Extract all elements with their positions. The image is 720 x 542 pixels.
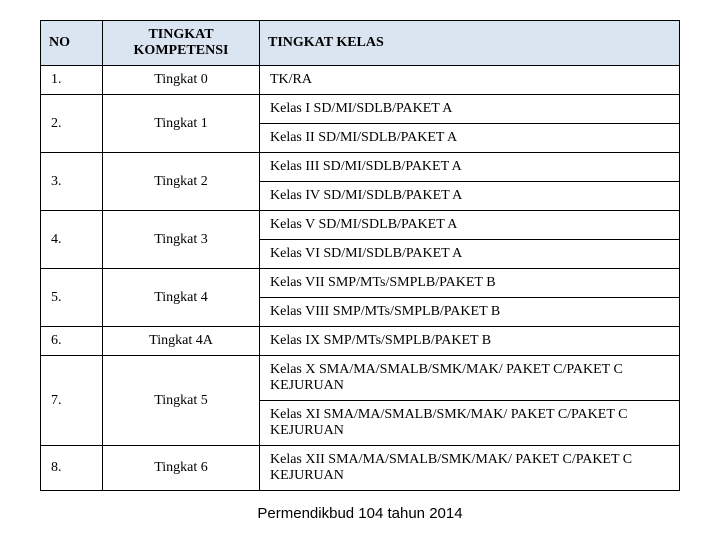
cell-no: 2. bbox=[41, 95, 103, 153]
cell-kompetensi: Tingkat 2 bbox=[103, 153, 260, 211]
col-header-no: NO bbox=[41, 21, 103, 66]
cell-no: 3. bbox=[41, 153, 103, 211]
cell-kelas: TK/RA bbox=[260, 66, 680, 95]
cell-kompetensi: Tingkat 6 bbox=[103, 446, 260, 491]
cell-kelas: Kelas II SD/MI/SDLB/PAKET A bbox=[260, 124, 680, 153]
cell-kompetensi: Tingkat 4A bbox=[103, 327, 260, 356]
table-row: 7.Tingkat 5Kelas X SMA/MA/SMALB/SMK/MAK/… bbox=[41, 356, 680, 401]
table-row: 3.Tingkat 2Kelas III SD/MI/SDLB/PAKET A bbox=[41, 153, 680, 182]
cell-no: 7. bbox=[41, 356, 103, 446]
table-row: 5.Tingkat 4Kelas VII SMP/MTs/SMPLB/PAKET… bbox=[41, 269, 680, 298]
table-body: 1.Tingkat 0TK/RA2.Tingkat 1Kelas I SD/MI… bbox=[41, 66, 680, 491]
cell-kelas: Kelas IV SD/MI/SDLB/PAKET A bbox=[260, 182, 680, 211]
cell-kelas: Kelas III SD/MI/SDLB/PAKET A bbox=[260, 153, 680, 182]
cell-kelas: Kelas VI SD/MI/SDLB/PAKET A bbox=[260, 240, 680, 269]
table-row: 6.Tingkat 4AKelas IX SMP/MTs/SMPLB/PAKET… bbox=[41, 327, 680, 356]
cell-kelas: Kelas IX SMP/MTs/SMPLB/PAKET B bbox=[260, 327, 680, 356]
table-header-row: NO TINGKAT KOMPETENSI TINGKAT KELAS bbox=[41, 21, 680, 66]
table-row: 2.Tingkat 1Kelas I SD/MI/SDLB/PAKET A bbox=[41, 95, 680, 124]
cell-kelas: Kelas X SMA/MA/SMALB/SMK/MAK/ PAKET C/PA… bbox=[260, 356, 680, 401]
cell-kompetensi: Tingkat 4 bbox=[103, 269, 260, 327]
cell-no: 4. bbox=[41, 211, 103, 269]
cell-kelas: Kelas I SD/MI/SDLB/PAKET A bbox=[260, 95, 680, 124]
cell-kelas: Kelas VII SMP/MTs/SMPLB/PAKET B bbox=[260, 269, 680, 298]
cell-kelas: Kelas VIII SMP/MTs/SMPLB/PAKET B bbox=[260, 298, 680, 327]
table-row: 1.Tingkat 0TK/RA bbox=[41, 66, 680, 95]
cell-kompetensi: Tingkat 5 bbox=[103, 356, 260, 446]
cell-no: 5. bbox=[41, 269, 103, 327]
col-header-kelas: TINGKAT KELAS bbox=[260, 21, 680, 66]
cell-no: 1. bbox=[41, 66, 103, 95]
table-row: 4.Tingkat 3Kelas V SD/MI/SDLB/PAKET A bbox=[41, 211, 680, 240]
cell-kompetensi: Tingkat 0 bbox=[103, 66, 260, 95]
table-caption: Permendikbud 104 tahun 2014 bbox=[40, 505, 680, 522]
col-header-kompetensi: TINGKAT KOMPETENSI bbox=[103, 21, 260, 66]
cell-no: 6. bbox=[41, 327, 103, 356]
kompetensi-table: NO TINGKAT KOMPETENSI TINGKAT KELAS 1.Ti… bbox=[40, 20, 680, 491]
cell-kelas: Kelas XI SMA/MA/SMALB/SMK/MAK/ PAKET C/P… bbox=[260, 401, 680, 446]
cell-kompetensi: Tingkat 3 bbox=[103, 211, 260, 269]
cell-kelas: Kelas XII SMA/MA/SMALB/SMK/MAK/ PAKET C/… bbox=[260, 446, 680, 491]
table-row: 8.Tingkat 6Kelas XII SMA/MA/SMALB/SMK/MA… bbox=[41, 446, 680, 491]
cell-kompetensi: Tingkat 1 bbox=[103, 95, 260, 153]
cell-kelas: Kelas V SD/MI/SDLB/PAKET A bbox=[260, 211, 680, 240]
cell-no: 8. bbox=[41, 446, 103, 491]
